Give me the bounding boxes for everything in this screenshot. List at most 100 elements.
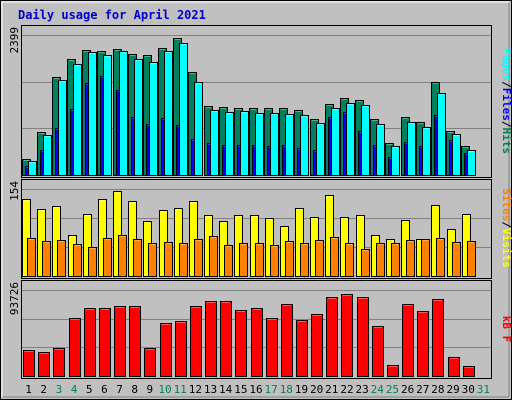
bar-kbytes-day-3 [53,348,65,377]
x-tick-label: 30 [462,383,475,396]
x-tick-label: 22 [340,383,353,396]
x-tick-label: 10 [158,383,171,396]
bar-pages-day-6 [103,55,112,176]
bar-kbytes-day-13 [205,301,217,377]
series-sites [27,235,476,277]
bar-pages-day-21 [331,108,340,176]
bar-kbytes-day-8 [129,306,141,377]
legend-item: Hits [500,128,512,155]
bar-kbytes-day-16 [251,308,263,377]
x-tick-label: 17 [265,383,278,396]
bar-kbytes-day-18 [281,304,293,377]
bar-sites-day-11 [179,243,188,277]
x-tick-label: 16 [249,383,262,396]
bar-kbytes-day-17 [266,318,278,377]
bar-sites-day-9 [148,243,157,277]
bar-sites-day-19 [300,243,309,277]
bar-sites-day-26 [406,240,415,277]
x-tick-label: 13 [204,383,217,396]
bar-kbytes-day-12 [190,306,202,377]
bar-kbytes-day-15 [235,310,247,377]
bar-sites-day-17 [270,245,279,277]
bar-kbytes-day-10 [160,323,172,377]
bar-pages-day-28 [437,93,446,176]
bar-kbytes-day-6 [99,308,111,377]
bar-kbytes-day-24 [372,326,384,377]
x-tick-label: 4 [71,383,78,396]
bar-visits-day-23 [356,215,365,277]
legend-item: Pages [500,48,512,81]
bar-pages-day-13 [210,110,219,176]
legend-item: / [500,121,512,128]
bar-kbytes-day-5 [84,308,96,377]
bar-kbytes-day-19 [296,320,308,377]
bar-pages-day-1 [28,161,37,176]
bar-sites-day-6 [103,238,112,277]
bar-sites-day-8 [133,239,142,277]
bar-kbytes-day-4 [69,318,81,377]
x-tick-label: 5 [86,383,93,396]
bar-kbytes-day-21 [326,297,338,377]
bar-pages-day-16 [255,113,264,176]
bar-kbytes-day-29 [448,357,460,377]
x-tick-label: 25 [386,383,399,396]
series-visits [22,191,471,277]
bar-sites-day-4 [73,244,82,277]
x-tick-label: 2 [40,383,47,396]
legend-item: / [500,221,512,228]
bar-sites-day-5 [88,247,97,277]
bar-kbytes-day-1 [23,350,35,377]
legend-item: Visits [500,228,512,268]
bar-pages-day-19 [300,115,309,176]
bar-pages-day-12 [194,82,203,176]
legend-visits_sites: Sites/Visits [500,188,512,268]
bar-visits-day-11 [174,208,183,277]
series-pages [28,43,476,176]
x-tick-label: 19 [295,383,308,396]
legend-hits_files_pages: Pages/Files/Hits [500,48,512,154]
x-tick-label: 29 [446,383,459,396]
bar-visits-day-19 [295,208,304,277]
bar-sites-day-18 [285,241,294,277]
x-tick-label: 18 [280,383,293,396]
bar-pages-day-14 [225,112,234,176]
x-tick-label: 11 [174,383,187,396]
x-tick-label: 31 [477,383,490,396]
x-tick-label: 20 [310,383,323,396]
bar-kbytes-day-28 [432,299,444,377]
y-max-label: 2399 [8,27,21,54]
bar-kbytes-day-22 [341,294,353,377]
bar-sites-day-1 [27,238,36,277]
panel-kbytes: 93726 kB F [8,280,512,379]
bar-sites-day-15 [239,243,248,277]
legend-item: Files [500,88,512,121]
bar-pages-day-3 [58,80,67,176]
bar-kbytes-day-7 [114,306,126,377]
x-tick-label: 6 [101,383,108,396]
panel-visits_sites: 154 Sites/Visits [8,179,512,279]
bar-sites-day-12 [194,239,203,277]
bar-pages-day-22 [346,103,355,176]
legend-kbytes: kB F [500,316,512,343]
bar-sites-day-23 [361,249,370,277]
x-tick-label: 28 [431,383,444,396]
bar-sites-day-21 [330,237,339,277]
bar-pages-day-29 [452,134,461,176]
bar-pages-day-9 [149,62,158,176]
bar-kbytes-day-25 [387,365,399,377]
y-max-label: 93726 [8,282,21,315]
legend-item: Sites [500,188,512,221]
legend-item: kB F [500,316,512,343]
chart-title: Daily usage for April 2021 [18,8,206,22]
x-tick-label: 26 [401,383,414,396]
bar-sites-day-22 [345,243,354,277]
bar-pages-day-26 [407,122,416,176]
bar-pages-day-8 [134,59,143,176]
bar-kbytes-day-14 [220,301,232,377]
x-tick-label: 8 [131,383,138,396]
bar-sites-day-2 [42,241,51,277]
bar-sites-day-24 [376,243,385,277]
bar-sites-day-27 [421,239,430,277]
bar-pages-day-15 [240,111,249,176]
